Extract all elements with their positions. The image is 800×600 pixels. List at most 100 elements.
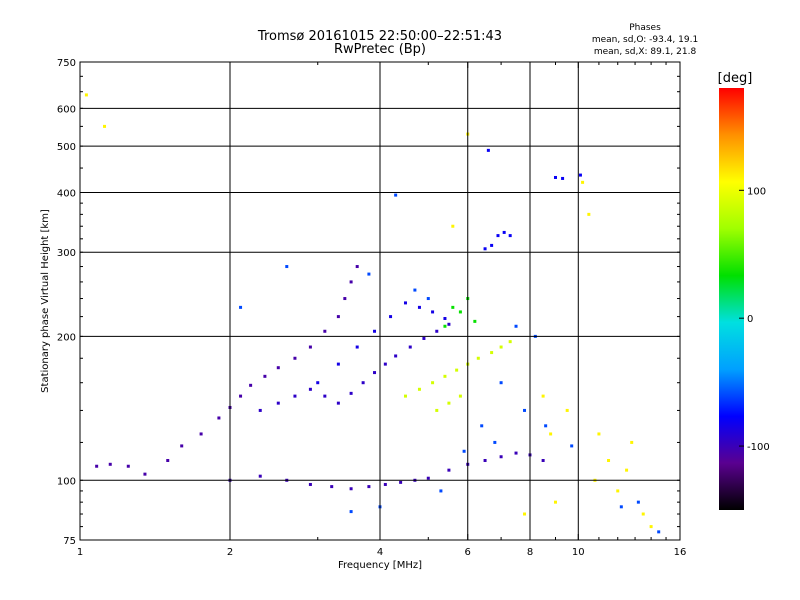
- data-point: [587, 212, 591, 216]
- data-point: [95, 464, 99, 468]
- data-point: [607, 458, 611, 462]
- data-point: [417, 387, 421, 391]
- y-tick-label: 100: [57, 476, 76, 487]
- data-point: [143, 472, 147, 476]
- x-tick-label: 6: [465, 547, 471, 558]
- colorbar-tick-label: 100: [747, 186, 766, 197]
- data-point: [383, 362, 387, 366]
- data-point: [389, 315, 393, 319]
- data-point: [458, 310, 462, 314]
- data-point: [349, 487, 353, 491]
- data-point: [523, 512, 527, 516]
- data-point: [126, 464, 130, 468]
- data-point: [636, 500, 640, 504]
- data-point: [239, 394, 243, 398]
- data-point: [103, 124, 107, 128]
- data-point: [462, 449, 466, 453]
- data-point: [493, 440, 497, 444]
- colorbar-tick-label: 0: [747, 314, 753, 325]
- data-point: [367, 485, 371, 489]
- data-point: [483, 247, 487, 251]
- data-point: [276, 401, 280, 405]
- data-point: [508, 234, 512, 238]
- data-point: [336, 401, 340, 405]
- series-mid-F-trace: [258, 322, 451, 412]
- data-point: [108, 462, 112, 466]
- data-point: [258, 408, 262, 412]
- data-point: [276, 366, 280, 370]
- data-point: [217, 416, 221, 420]
- grid-lines: [80, 62, 680, 540]
- series-high-echoes: [483, 148, 582, 251]
- data-point: [263, 374, 267, 378]
- y-axis-label: Stationary phase Virtual Height [km]: [40, 209, 51, 393]
- data-point: [486, 148, 490, 152]
- data-point: [343, 297, 347, 301]
- data-point: [541, 458, 545, 462]
- data-point: [630, 440, 634, 444]
- data-point: [451, 224, 455, 228]
- y-tick-label: 300: [57, 248, 76, 259]
- data-point: [336, 315, 340, 319]
- series-scattered-positive: [84, 93, 653, 529]
- series-base-trace: [228, 451, 545, 491]
- data-point: [394, 193, 398, 197]
- phase-stats-o: mean, sd,O: -93.4, 19.1: [592, 35, 698, 45]
- data-point: [499, 455, 503, 459]
- data-point: [431, 381, 435, 385]
- data-point: [523, 408, 527, 412]
- data-point: [249, 383, 253, 387]
- data-point: [443, 316, 447, 320]
- data-point: [447, 468, 451, 472]
- data-point: [373, 329, 377, 333]
- data-point: [473, 319, 477, 323]
- data-point: [483, 458, 487, 462]
- data-point: [308, 387, 312, 391]
- data-point: [239, 305, 243, 309]
- data-point: [435, 329, 439, 333]
- data-point: [490, 243, 494, 247]
- data-point: [403, 394, 407, 398]
- data-point: [578, 173, 582, 177]
- data-point: [649, 525, 653, 529]
- data-point: [553, 175, 557, 179]
- data-point: [451, 305, 455, 309]
- y-tick-label: 600: [57, 104, 76, 115]
- chart-subtitle: RwPretec (Bp): [334, 42, 426, 57]
- data-point: [426, 297, 430, 301]
- data-point: [499, 345, 503, 349]
- x-tick-label: 10: [572, 547, 585, 558]
- data-point: [657, 530, 661, 534]
- data-point: [439, 489, 443, 493]
- data-point: [166, 458, 170, 462]
- data-point: [447, 322, 451, 326]
- data-point: [394, 354, 398, 358]
- x-tick-label: 1: [77, 547, 83, 558]
- data-point: [443, 374, 447, 378]
- data-point: [502, 230, 506, 234]
- data-point: [476, 356, 480, 360]
- data-point: [565, 408, 569, 412]
- data-point: [435, 408, 439, 412]
- data-point: [180, 444, 184, 448]
- data-point: [323, 329, 327, 333]
- data-point: [490, 351, 494, 355]
- data-point: [84, 93, 88, 97]
- x-tick-label: 4: [377, 547, 383, 558]
- y-tick-label: 200: [57, 332, 76, 343]
- data-point: [619, 505, 623, 509]
- data-point: [349, 391, 353, 395]
- y-tick-labels: 75 100 200 300 400 500 600 750: [57, 58, 76, 547]
- data-point: [355, 265, 359, 269]
- data-point: [293, 394, 297, 398]
- data-point: [561, 176, 565, 180]
- data-point: [330, 485, 334, 489]
- data-point: [399, 480, 403, 484]
- data-point: [403, 301, 407, 305]
- data-point: [361, 381, 365, 385]
- data-point: [422, 336, 426, 340]
- data-point: [431, 310, 435, 314]
- data-points: [84, 93, 661, 534]
- x-axis-label: Frequency [MHz]: [338, 560, 422, 571]
